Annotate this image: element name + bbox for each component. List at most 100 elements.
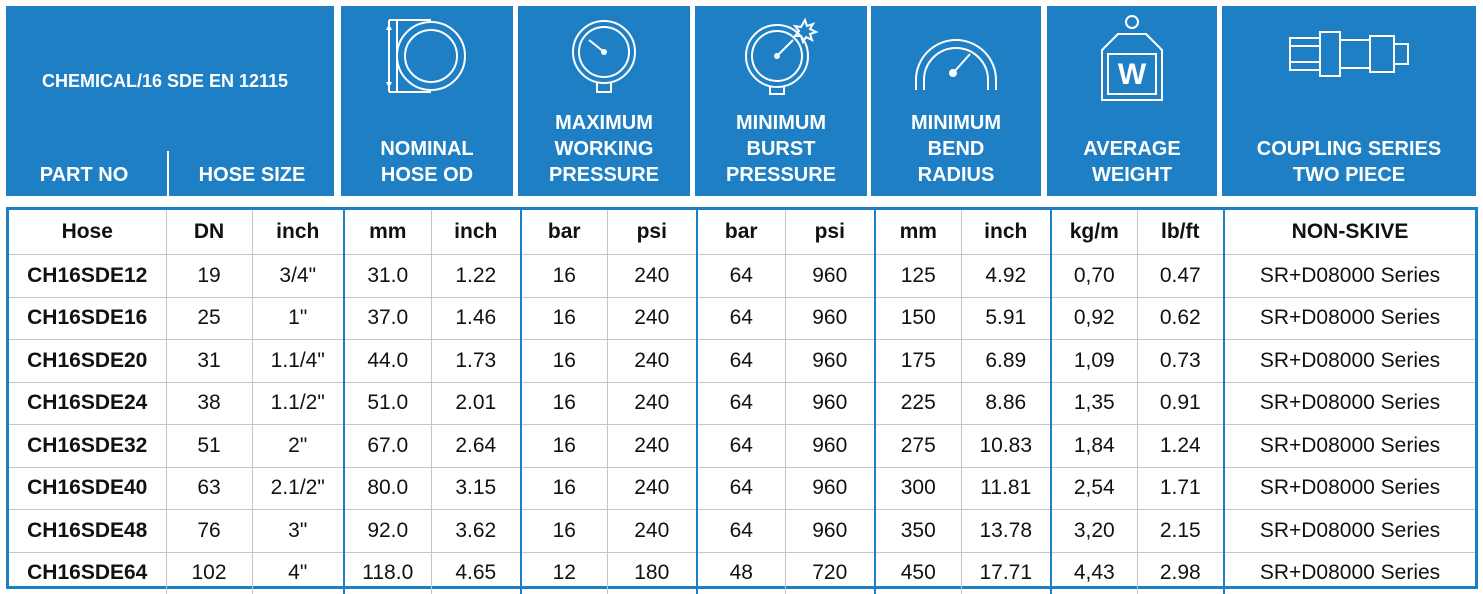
nominal-line-2: HOSE OD bbox=[380, 164, 474, 186]
table-cell: 16 bbox=[520, 339, 607, 382]
mbr-line-3: RADIUS bbox=[917, 164, 995, 186]
table-row: CH16SDE20 31 1.1/4" 44.0 1.73 16 240 64 960 175 6.… bbox=[9, 339, 1475, 382]
table-cell: 1" bbox=[251, 296, 344, 340]
table-cell: 300 bbox=[874, 466, 961, 510]
hose-part-number: CH16SDE20 bbox=[9, 339, 166, 382]
cs-line-2: TWO PIECE bbox=[1292, 164, 1406, 186]
table-cell: 76 bbox=[165, 509, 252, 552]
table-row: CH16SDE24 38 1.1/2" 51.0 2.01 16 240 64 960 225 8.… bbox=[9, 381, 1475, 425]
table-cell: 240 bbox=[606, 381, 697, 425]
table-cell: 64 bbox=[696, 254, 785, 297]
table-cell: 48 bbox=[696, 551, 785, 594]
table-cell: 2" bbox=[251, 424, 344, 467]
table-cell: 1.1/2" bbox=[251, 381, 344, 425]
table-cell: 64 bbox=[696, 466, 785, 510]
table-cell: 240 bbox=[606, 254, 697, 297]
table-cell: 64 bbox=[696, 509, 785, 552]
table-cell: 125 bbox=[874, 254, 961, 297]
table-cell: 0,92 bbox=[1050, 296, 1137, 340]
table-row: CH16SDE40 63 2.1/2" 80.0 3.15 16 240 64 960 300 11… bbox=[9, 466, 1475, 510]
table-cell: 2,54 bbox=[1050, 466, 1137, 510]
header-coupling-series: COUPLING SERIES TWO PIECE bbox=[1222, 6, 1476, 196]
unit-bp-bar: bar bbox=[696, 210, 785, 255]
table-cell: 51 bbox=[165, 424, 252, 467]
table-cell: 0.73 bbox=[1136, 339, 1224, 382]
table-cell: 960 bbox=[784, 509, 875, 552]
burst-gauge-icon bbox=[745, 17, 819, 95]
mwp-line-3: PRESSURE bbox=[548, 164, 660, 186]
table-cell: 960 bbox=[784, 339, 875, 382]
header-min-burst-pressure: MINIMUM BURST PRESSURE bbox=[695, 6, 867, 196]
table-cell: 1,09 bbox=[1050, 339, 1137, 382]
unit-od-mm: mm bbox=[343, 210, 431, 255]
table-cell: 5.91 bbox=[960, 296, 1051, 340]
mbr-line-1: MINIMUM bbox=[911, 112, 1001, 134]
table-cell: 1.71 bbox=[1136, 466, 1224, 510]
table-cell: 1,84 bbox=[1050, 424, 1137, 467]
table-cell: 64 bbox=[696, 381, 785, 425]
table-cell: 0,70 bbox=[1050, 254, 1137, 297]
table-cell: 2.01 bbox=[430, 381, 521, 425]
table-cell: 960 bbox=[784, 381, 875, 425]
table-row: CH16SDE16 25 1" 37.0 1.46 16 240 64 960 150 5.91 0,… bbox=[9, 296, 1475, 340]
table-cell: 0.91 bbox=[1136, 381, 1224, 425]
table-cell: 960 bbox=[784, 296, 875, 340]
table-row: CH16SDE64 102 4" 118.0 4.65 12 180 48 720 450 17.7… bbox=[9, 551, 1475, 594]
table-cell: 1.46 bbox=[430, 296, 521, 340]
aw-line-2: WEIGHT bbox=[1092, 164, 1172, 186]
table-cell: SR+D08000 Series bbox=[1223, 381, 1475, 425]
mbp-line-2: BURST bbox=[746, 138, 816, 160]
table-cell: 4,43 bbox=[1050, 551, 1137, 594]
table-cell: 3/4" bbox=[251, 254, 344, 297]
table-row: CH16SDE12 19 3/4" 31.0 1.22 16 240 64 960 125 4.92… bbox=[9, 254, 1475, 297]
table-cell: 150 bbox=[874, 296, 961, 340]
table-cell: 37.0 bbox=[343, 296, 431, 340]
table-cell: 2.98 bbox=[1136, 551, 1224, 594]
table-cell: SR+D08000 Series bbox=[1223, 466, 1475, 510]
table-cell: 16 bbox=[520, 381, 607, 425]
cs-line-1: COUPLING SERIES bbox=[1256, 138, 1442, 160]
table-cell: 67.0 bbox=[343, 424, 431, 467]
table-cell: 102 bbox=[165, 551, 252, 594]
table-cell: 16 bbox=[520, 424, 607, 467]
table-cell: 31 bbox=[165, 339, 252, 382]
table-cell: 80.0 bbox=[343, 466, 431, 510]
table-row: CH16SDE32 51 2" 67.0 2.64 16 240 64 960 275 10.83 1… bbox=[9, 424, 1475, 467]
table-cell: 240 bbox=[606, 466, 697, 510]
table-cell: 64 bbox=[696, 339, 785, 382]
header-part-size: CHEMICAL/16 SDE EN 12115 PART NO HOSE SI… bbox=[6, 6, 334, 196]
table-cell: 92.0 bbox=[343, 509, 431, 552]
table-cell: 13.78 bbox=[960, 509, 1051, 552]
hose-part-number: CH16SDE40 bbox=[9, 466, 166, 510]
header-average-weight: W AVERAGE WEIGHT bbox=[1047, 6, 1217, 196]
table-cell: SR+D08000 Series bbox=[1223, 509, 1475, 552]
hose-part-number: CH16SDE16 bbox=[9, 296, 166, 340]
table-cell: 118.0 bbox=[343, 551, 431, 594]
mbp-line-1: MINIMUM bbox=[736, 112, 826, 134]
table-cell: 64 bbox=[696, 296, 785, 340]
hose-part-number: CH16SDE32 bbox=[9, 424, 166, 467]
hose-part-number: CH16SDE24 bbox=[9, 381, 166, 425]
unit-wp-bar: bar bbox=[520, 210, 607, 255]
table-cell: 38 bbox=[165, 381, 252, 425]
table-cell: 11.81 bbox=[960, 466, 1051, 510]
mbr-line-2: BEND bbox=[927, 138, 985, 160]
table-cell: 16 bbox=[520, 296, 607, 340]
table-cell: 8.86 bbox=[960, 381, 1051, 425]
table-cell: 0.62 bbox=[1136, 296, 1224, 340]
hose-part-number: CH16SDE48 bbox=[9, 509, 166, 552]
table-cell: 25 bbox=[165, 296, 252, 340]
weight-icon: W bbox=[1101, 15, 1163, 101]
table-cell: SR+D08000 Series bbox=[1223, 339, 1475, 382]
table-cell: 17.71 bbox=[960, 551, 1051, 594]
svg-text:W: W bbox=[1118, 58, 1147, 91]
table-cell: 225 bbox=[874, 381, 961, 425]
table-cell: SR+D08000 Series bbox=[1223, 254, 1475, 297]
header-min-bend-radius: MINIMUM BEND RADIUS bbox=[871, 6, 1041, 196]
unit-coupling: NON-SKIVE bbox=[1223, 210, 1475, 255]
table-cell: 350 bbox=[874, 509, 961, 552]
table-cell: 19 bbox=[165, 254, 252, 297]
table-cell: 3,20 bbox=[1050, 509, 1137, 552]
header-max-working-pressure: MAXIMUM WORKING PRESSURE bbox=[518, 6, 690, 196]
table-cell: 2.15 bbox=[1136, 509, 1224, 552]
